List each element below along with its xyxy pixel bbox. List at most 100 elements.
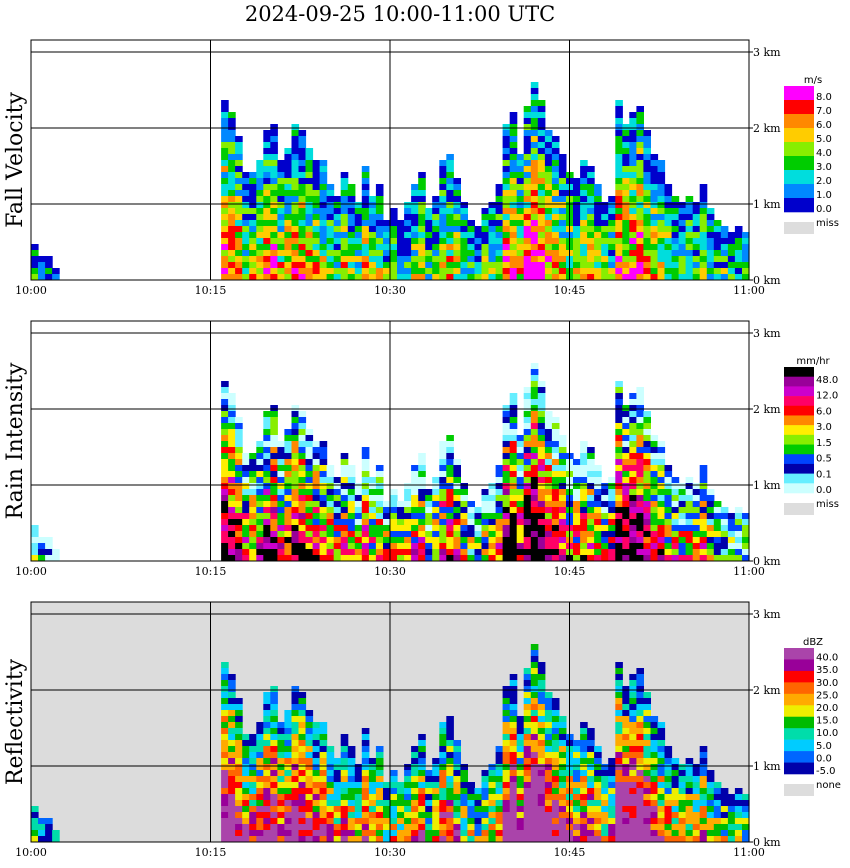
data-cell [537,537,546,543]
data-cell [411,764,419,770]
data-cell [291,752,300,758]
data-cell [333,519,342,525]
data-cell [284,262,292,268]
data-cell [657,740,666,746]
data-cell [228,800,236,806]
data-cell [439,776,447,782]
data-cell [453,495,461,501]
data-cell [558,214,567,220]
data-cell [685,268,694,274]
data-cell [432,489,440,495]
data-cell [657,465,666,471]
data-cell [453,184,461,190]
data-cell [502,405,511,411]
data-cell [368,262,377,268]
data-cell [692,226,701,232]
data-cell [495,196,504,202]
data-cell [720,226,729,232]
data-cell [340,758,349,764]
data-cell [657,160,666,166]
data-cell [650,734,659,740]
data-cell [636,734,644,740]
data-cell [270,226,278,232]
data-cell [383,812,391,818]
data-cell [354,537,363,543]
data-cell [319,537,328,543]
data-cell [664,220,673,226]
data-cell [580,549,588,555]
data-cell [650,770,659,776]
data-cell [573,752,581,758]
data-cell [291,202,300,208]
data-cell [699,549,708,555]
data-cell [544,190,553,196]
data-cell [685,836,694,842]
data-cell [516,788,525,794]
data-cell [256,256,264,262]
data-cell [530,411,539,417]
data-cell [629,513,637,519]
data-cell [228,836,236,842]
data-cell [347,274,356,280]
data-cell [706,788,715,794]
data-cell [488,824,497,830]
data-cell [544,447,553,453]
data-cell [699,495,708,501]
legend-label: -5.0 [816,766,836,777]
data-cell [460,836,468,842]
data-cell [643,824,651,830]
data-cell [580,172,588,178]
data-cell [678,830,687,836]
data-cell [221,698,229,704]
data-cell [629,184,637,190]
data-cell [488,794,497,800]
data-cell [523,519,532,525]
data-cell [580,770,588,776]
data-cell [291,274,300,280]
data-cell [256,172,264,178]
data-cell [509,262,518,268]
data-cell [277,166,285,172]
data-cell [544,794,553,800]
data-cell [664,543,673,549]
data-cell [333,208,342,214]
data-cell [636,525,644,531]
data-cell [509,507,518,513]
data-cell [551,776,560,782]
data-cell [221,130,229,136]
data-cell [284,256,292,262]
data-cell [319,776,328,782]
data-cell [291,238,300,244]
data-cell [636,262,644,268]
data-cell [601,537,609,543]
data-cell [530,369,539,375]
data-cell [291,776,300,782]
data-cell [228,441,236,447]
data-cell [509,274,518,280]
legend-swatch [784,198,814,213]
data-cell [291,531,300,537]
data-cell [573,220,581,226]
data-cell [263,507,271,513]
data-cell [354,268,363,274]
data-cell [643,459,651,465]
data-cell [558,800,567,806]
data-cell [375,836,384,842]
data-cell [551,244,560,250]
data-cell [291,788,300,794]
data-cell [643,250,651,256]
data-cell [530,656,539,662]
data-cell [636,166,644,172]
data-cell [544,465,553,471]
data-cell [228,507,236,513]
data-cell [643,190,651,196]
data-cell [530,142,539,148]
data-cell [699,537,708,543]
data-cell [474,543,483,549]
data-cell [573,770,581,776]
data-cell [340,465,349,471]
data-cell [340,824,349,830]
data-cell [509,202,518,208]
data-cell [509,184,518,190]
data-cell [495,226,504,232]
